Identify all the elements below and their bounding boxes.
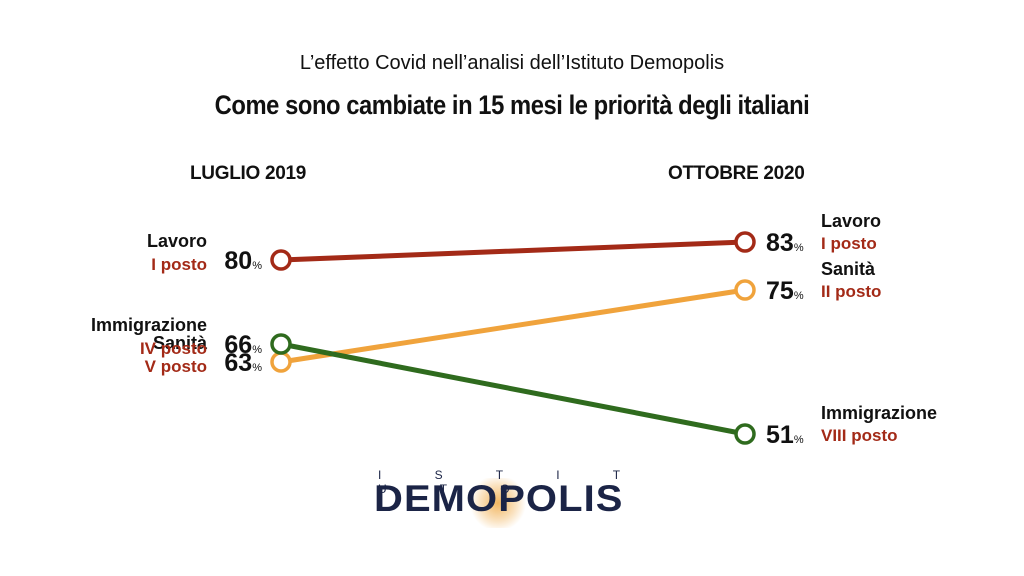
marker-lavoro-left: [270, 249, 292, 271]
value-label-immigrazione-left: 66%: [224, 331, 262, 359]
value-label-immigrazione-right: 51%: [766, 421, 804, 449]
marker-immigrazione-left: [270, 333, 292, 355]
category-label-sanita-right: Sanità: [821, 259, 876, 279]
value-label-sanita-right: 75%: [766, 277, 804, 305]
logo-main-text: DEMOPOLIS: [374, 478, 624, 519]
category-label-lavoro-right: Lavoro: [821, 211, 881, 231]
chart-title: Come sono cambiate in 15 mesi le priorit…: [214, 90, 810, 120]
chart-subtitle: L’effetto Covid nell’analisi dell’Istitu…: [299, 52, 725, 74]
logo-glow: [468, 478, 528, 528]
value-label-sanita-left: 63%: [224, 349, 262, 377]
period-left-label: LUGLIO 2019: [190, 163, 307, 184]
marker-sanita-right: [734, 279, 756, 301]
rank-label-lavoro-left: I posto: [151, 255, 207, 274]
marker-sanita-left: [270, 351, 292, 373]
period-right-label: OTTOBRE 2020: [668, 163, 805, 184]
logo-top-text: I S T I T U T O: [378, 468, 645, 496]
series-line-immigrazione: [278, 341, 748, 437]
marker-immigrazione-right: [734, 423, 756, 445]
category-label-immigrazione-right: Immigrazione: [821, 403, 937, 423]
rank-label-lavoro-right: I posto: [821, 234, 877, 253]
category-label-lavoro-left: Lavoro: [147, 231, 207, 251]
marker-lavoro-right: [734, 231, 756, 253]
rank-label-sanita-left: V posto: [145, 357, 207, 376]
category-label-sanita-left: Sanità: [153, 333, 208, 353]
rank-label-immigrazione-left: IV posto: [140, 339, 207, 358]
series-line-lavoro: [278, 239, 748, 263]
rank-label-immigrazione-right: VIII posto: [821, 426, 898, 445]
category-label-immigrazione-left: Immigrazione: [91, 315, 207, 335]
series-line-sanita: [278, 287, 748, 365]
rank-label-sanita-right: II posto: [821, 282, 881, 301]
value-label-lavoro-right: 83%: [766, 229, 804, 257]
value-label-lavoro-left: 80%: [224, 247, 262, 275]
demopolis-logo: I S T I T U T O DEMOPOLIS: [370, 468, 660, 528]
